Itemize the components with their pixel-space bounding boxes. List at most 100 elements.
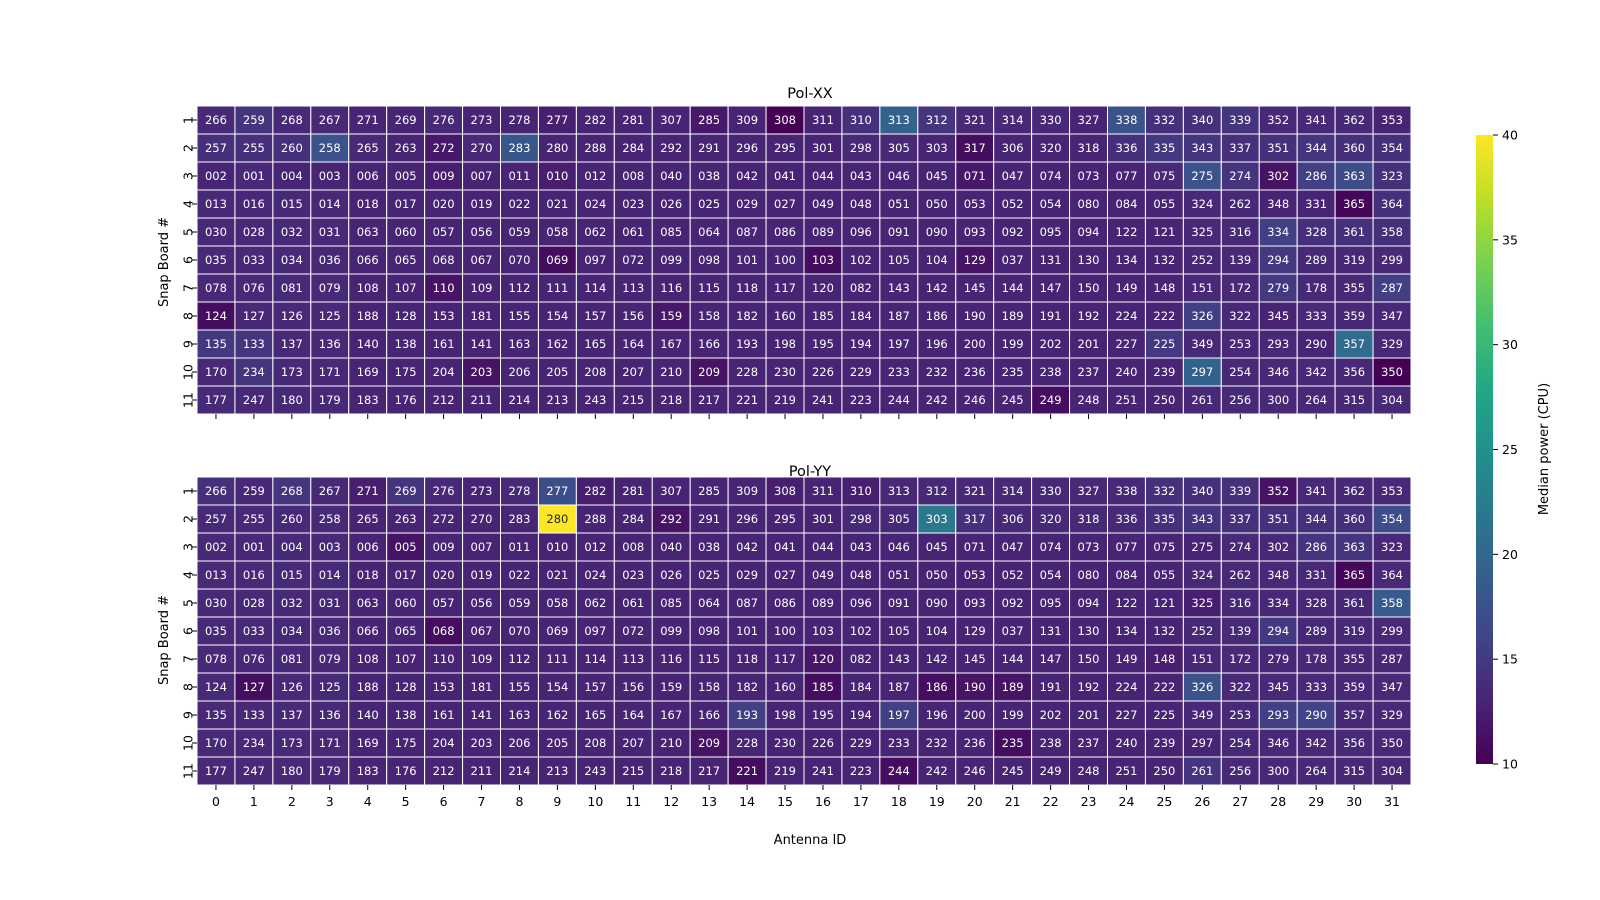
cell-label: 309 [736, 113, 758, 127]
cell-label: 137 [281, 337, 303, 351]
heatmap-cell [765, 644, 805, 674]
cell-label: 140 [357, 337, 379, 351]
cell-label: 091 [888, 225, 910, 239]
heatmap-cell [765, 217, 805, 247]
y-axis-label: Snap Board # [157, 217, 172, 307]
cell-label: 201 [1078, 708, 1100, 722]
heatmap-cell [765, 385, 805, 415]
heatmap-cell [1069, 133, 1108, 163]
heatmap-cell [1144, 532, 1184, 562]
cell-label: 210 [660, 736, 682, 750]
heatmap-cell [424, 476, 464, 506]
cell-label: 303 [926, 141, 948, 155]
cell-label: 103 [812, 624, 834, 638]
cell-label: 040 [660, 540, 682, 554]
heatmap-cell [613, 644, 653, 674]
cell-label: 342 [1305, 365, 1327, 379]
heatmap-cell [651, 616, 691, 646]
x-tick-label: 17 [853, 794, 869, 809]
cell-label: 224 [1115, 680, 1137, 694]
cell-label: 031 [319, 596, 341, 610]
cell-label: 328 [1305, 225, 1327, 239]
heatmap-cell [575, 217, 615, 247]
cell-label: 195 [812, 337, 834, 351]
cell-label: 167 [660, 708, 682, 722]
heatmap-cell [765, 329, 805, 359]
cell-label: 072 [622, 253, 644, 267]
cell-label: 093 [964, 596, 986, 610]
cell-label: 224 [1115, 309, 1137, 323]
cell-label: 232 [926, 736, 948, 750]
heatmap-cell [500, 329, 539, 359]
cell-label: 295 [774, 512, 796, 526]
cell-label: 035 [205, 253, 227, 267]
cell-label: 221 [736, 393, 758, 407]
cell-label: 278 [508, 484, 530, 498]
cell-label: 018 [357, 197, 379, 211]
cell-label: 097 [584, 624, 606, 638]
cell-label: 156 [622, 680, 644, 694]
cell-label: 326 [1191, 680, 1213, 694]
cell-label: 241 [812, 764, 834, 778]
cell-label: 104 [926, 253, 948, 267]
heatmap-cell [537, 357, 577, 387]
cell-label: 171 [319, 736, 341, 750]
heatmap-cell [993, 385, 1033, 415]
heatmap-cell [234, 217, 274, 247]
colorbar-tick-label: 15 [1502, 652, 1518, 667]
x-tick-label: 27 [1232, 794, 1248, 809]
cell-label: 120 [812, 281, 834, 295]
cell-label: 264 [1305, 764, 1327, 778]
heatmap-cell [1069, 217, 1108, 247]
cell-label: 053 [964, 197, 986, 211]
cell-label: 304 [1381, 393, 1403, 407]
cell-label: 299 [1381, 624, 1403, 638]
cell-label: 226 [812, 736, 834, 750]
cell-label: 134 [1115, 624, 1137, 638]
cell-label: 118 [736, 652, 758, 666]
heatmap-cell [1144, 161, 1184, 191]
heatmap-cell [500, 588, 539, 618]
heatmap-cell [689, 301, 729, 331]
cell-label: 283 [508, 141, 530, 155]
cell-label: 159 [660, 680, 682, 694]
cell-label: 190 [964, 680, 986, 694]
cell-label: 122 [1115, 225, 1137, 239]
heatmap-cell [1372, 756, 1412, 786]
cell-label: 315 [1343, 764, 1365, 778]
cell-label: 156 [622, 309, 644, 323]
cell-label: 217 [698, 393, 720, 407]
cell-label: 209 [698, 365, 720, 379]
heatmap-cell [1182, 560, 1222, 590]
cell-label: 132 [1153, 624, 1175, 638]
cell-label: 259 [243, 484, 265, 498]
cell-label: 070 [508, 253, 530, 267]
cell-label: 222 [1153, 309, 1175, 323]
cell-label: 228 [736, 736, 758, 750]
heatmap-cell [1372, 161, 1412, 191]
heatmap-cell [272, 560, 312, 590]
x-tick-label: 8 [515, 794, 523, 809]
cell-label: 055 [1153, 197, 1175, 211]
heatmap-cell [993, 217, 1033, 247]
heatmap-cell [348, 504, 388, 534]
cell-label: 048 [850, 568, 872, 582]
cell-label: 358 [1381, 225, 1403, 239]
cell-label: 075 [1153, 169, 1175, 183]
heatmap-cell [310, 672, 350, 702]
heatmap-cell [727, 700, 767, 730]
heatmap-cell [689, 161, 729, 191]
cell-label: 342 [1305, 736, 1327, 750]
cell-label: 256 [1229, 764, 1251, 778]
heatmap-cell [424, 357, 464, 387]
cell-label: 005 [395, 540, 417, 554]
cell-label: 345 [1267, 680, 1289, 694]
heatmap-cell [651, 672, 691, 702]
heatmap-cell [727, 728, 767, 758]
heatmap-cell [1107, 588, 1146, 618]
cell-label: 126 [281, 309, 303, 323]
x-tick-label: 14 [739, 794, 755, 809]
y-tick-label: 8 [181, 683, 196, 691]
heatmap-cell [917, 133, 957, 163]
cell-label: 122 [1115, 596, 1137, 610]
